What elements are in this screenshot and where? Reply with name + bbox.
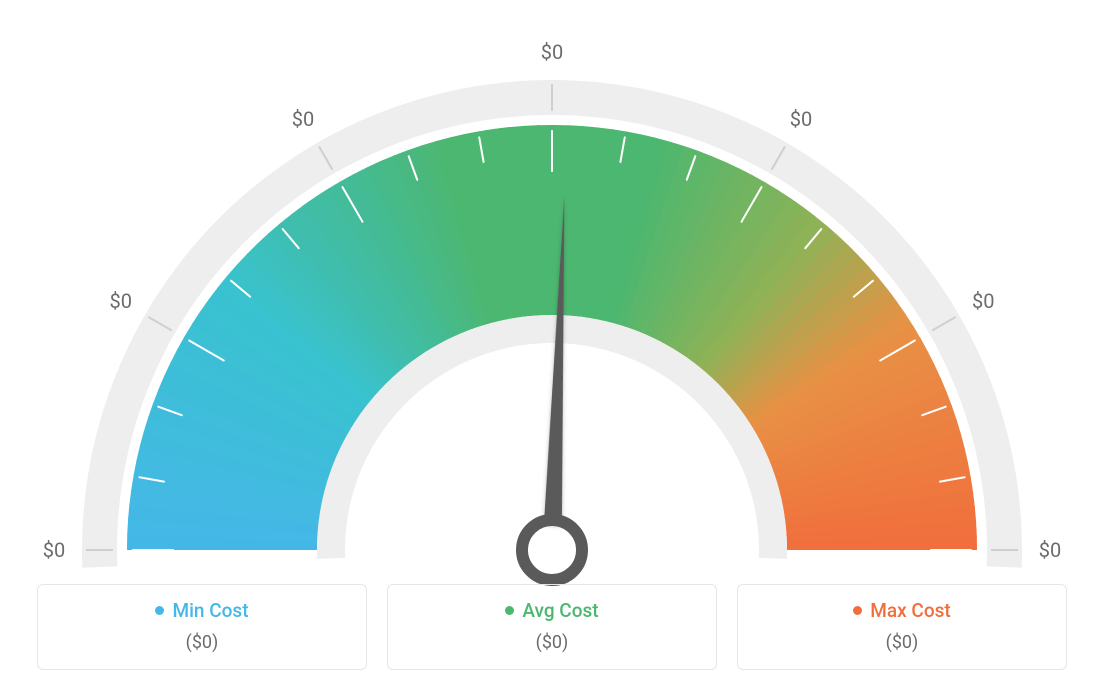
- gauge-tick-label: $0: [790, 107, 812, 131]
- legend-value-avg: ($0): [398, 632, 706, 653]
- legend-dot-min: [155, 606, 164, 615]
- gauge-container: $0 $0 $0 $0 $0 $0 $0: [0, 0, 1104, 560]
- legend-title-avg: Avg Cost: [505, 599, 598, 622]
- legend-label-max: Max Cost: [870, 599, 950, 622]
- legend-value-max: ($0): [748, 632, 1056, 653]
- gauge-tick-label: $0: [1039, 538, 1061, 562]
- legend-dot-max: [853, 606, 862, 615]
- legend-card-avg: Avg Cost ($0): [387, 584, 717, 670]
- legend-row: Min Cost ($0) Avg Cost ($0) Max Cost ($0…: [0, 584, 1104, 670]
- legend-title-max: Max Cost: [853, 599, 950, 622]
- legend-label-min: Min Cost: [172, 599, 248, 622]
- gauge-tick-label: $0: [43, 538, 65, 562]
- legend-value-min: ($0): [48, 632, 356, 653]
- legend-card-max: Max Cost ($0): [737, 584, 1067, 670]
- legend-dot-avg: [505, 606, 514, 615]
- legend-card-min: Min Cost ($0): [37, 584, 367, 670]
- gauge-tick-label: $0: [292, 107, 314, 131]
- gauge-tick-label: $0: [972, 289, 994, 313]
- gauge-chart: [52, 40, 1052, 610]
- legend-title-min: Min Cost: [155, 599, 248, 622]
- legend-label-avg: Avg Cost: [522, 599, 598, 622]
- gauge-tick-label: $0: [109, 289, 131, 313]
- gauge-tick-label: $0: [541, 40, 563, 64]
